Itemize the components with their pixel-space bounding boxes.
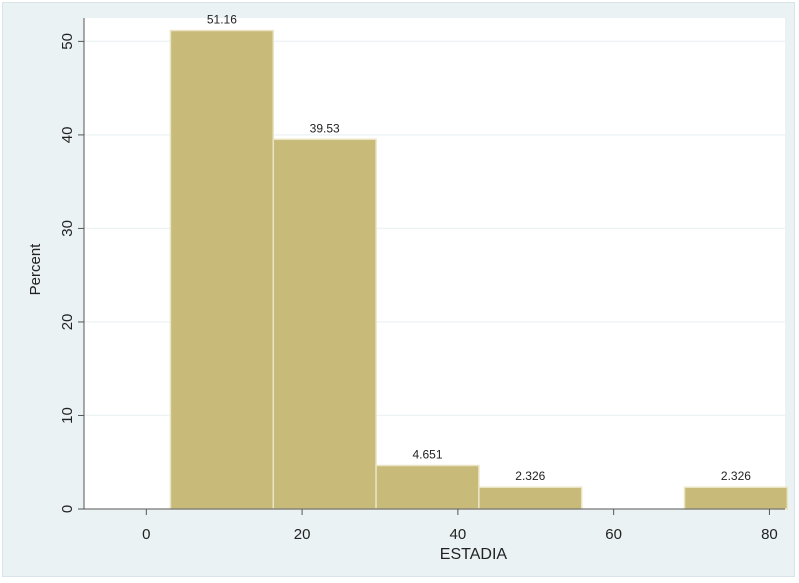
x-tick-label-0: 0 (142, 526, 150, 543)
x-tick-label-60: 60 (605, 526, 622, 543)
y-tick-label-20: 20 (59, 314, 76, 331)
bars (169, 29, 789, 510)
x-tick-labels: 0 20 40 60 80 (142, 526, 778, 543)
axes (78, 18, 785, 515)
y-axis-label: Percent (27, 243, 44, 296)
y-tick-label-50: 50 (59, 33, 76, 50)
y-tick-label-40: 40 (59, 127, 76, 144)
x-axis-label: ESTADIA (440, 546, 508, 563)
bar-value-label-3: 2.326 (515, 469, 545, 483)
histogram-bar-5 (683, 486, 789, 510)
bar-value-label-1: 39.53 (310, 121, 340, 135)
bar-value-label-0: 51.16 (207, 13, 237, 27)
x-tick-label-20: 20 (294, 526, 311, 543)
x-tick-label-40: 40 (450, 526, 467, 543)
histogram-bar-0 (169, 29, 275, 510)
y-tick-label-0: 0 (59, 505, 76, 513)
x-tick-label-80: 80 (761, 526, 778, 543)
histogram-bar-3 (478, 486, 583, 510)
histogram-bar-1 (272, 138, 377, 510)
histogram-bar-2 (375, 464, 480, 510)
y-tick-label-10: 10 (59, 407, 76, 424)
y-tick-label-30: 30 (59, 220, 76, 237)
bar-value-label-2: 4.651 (412, 448, 442, 462)
y-tick-labels: 0 10 20 30 40 50 (59, 33, 76, 513)
bar-labels: 51.16 39.53 4.651 2.326 2.326 (207, 13, 751, 484)
bar-value-label-5: 2.326 (721, 469, 751, 483)
